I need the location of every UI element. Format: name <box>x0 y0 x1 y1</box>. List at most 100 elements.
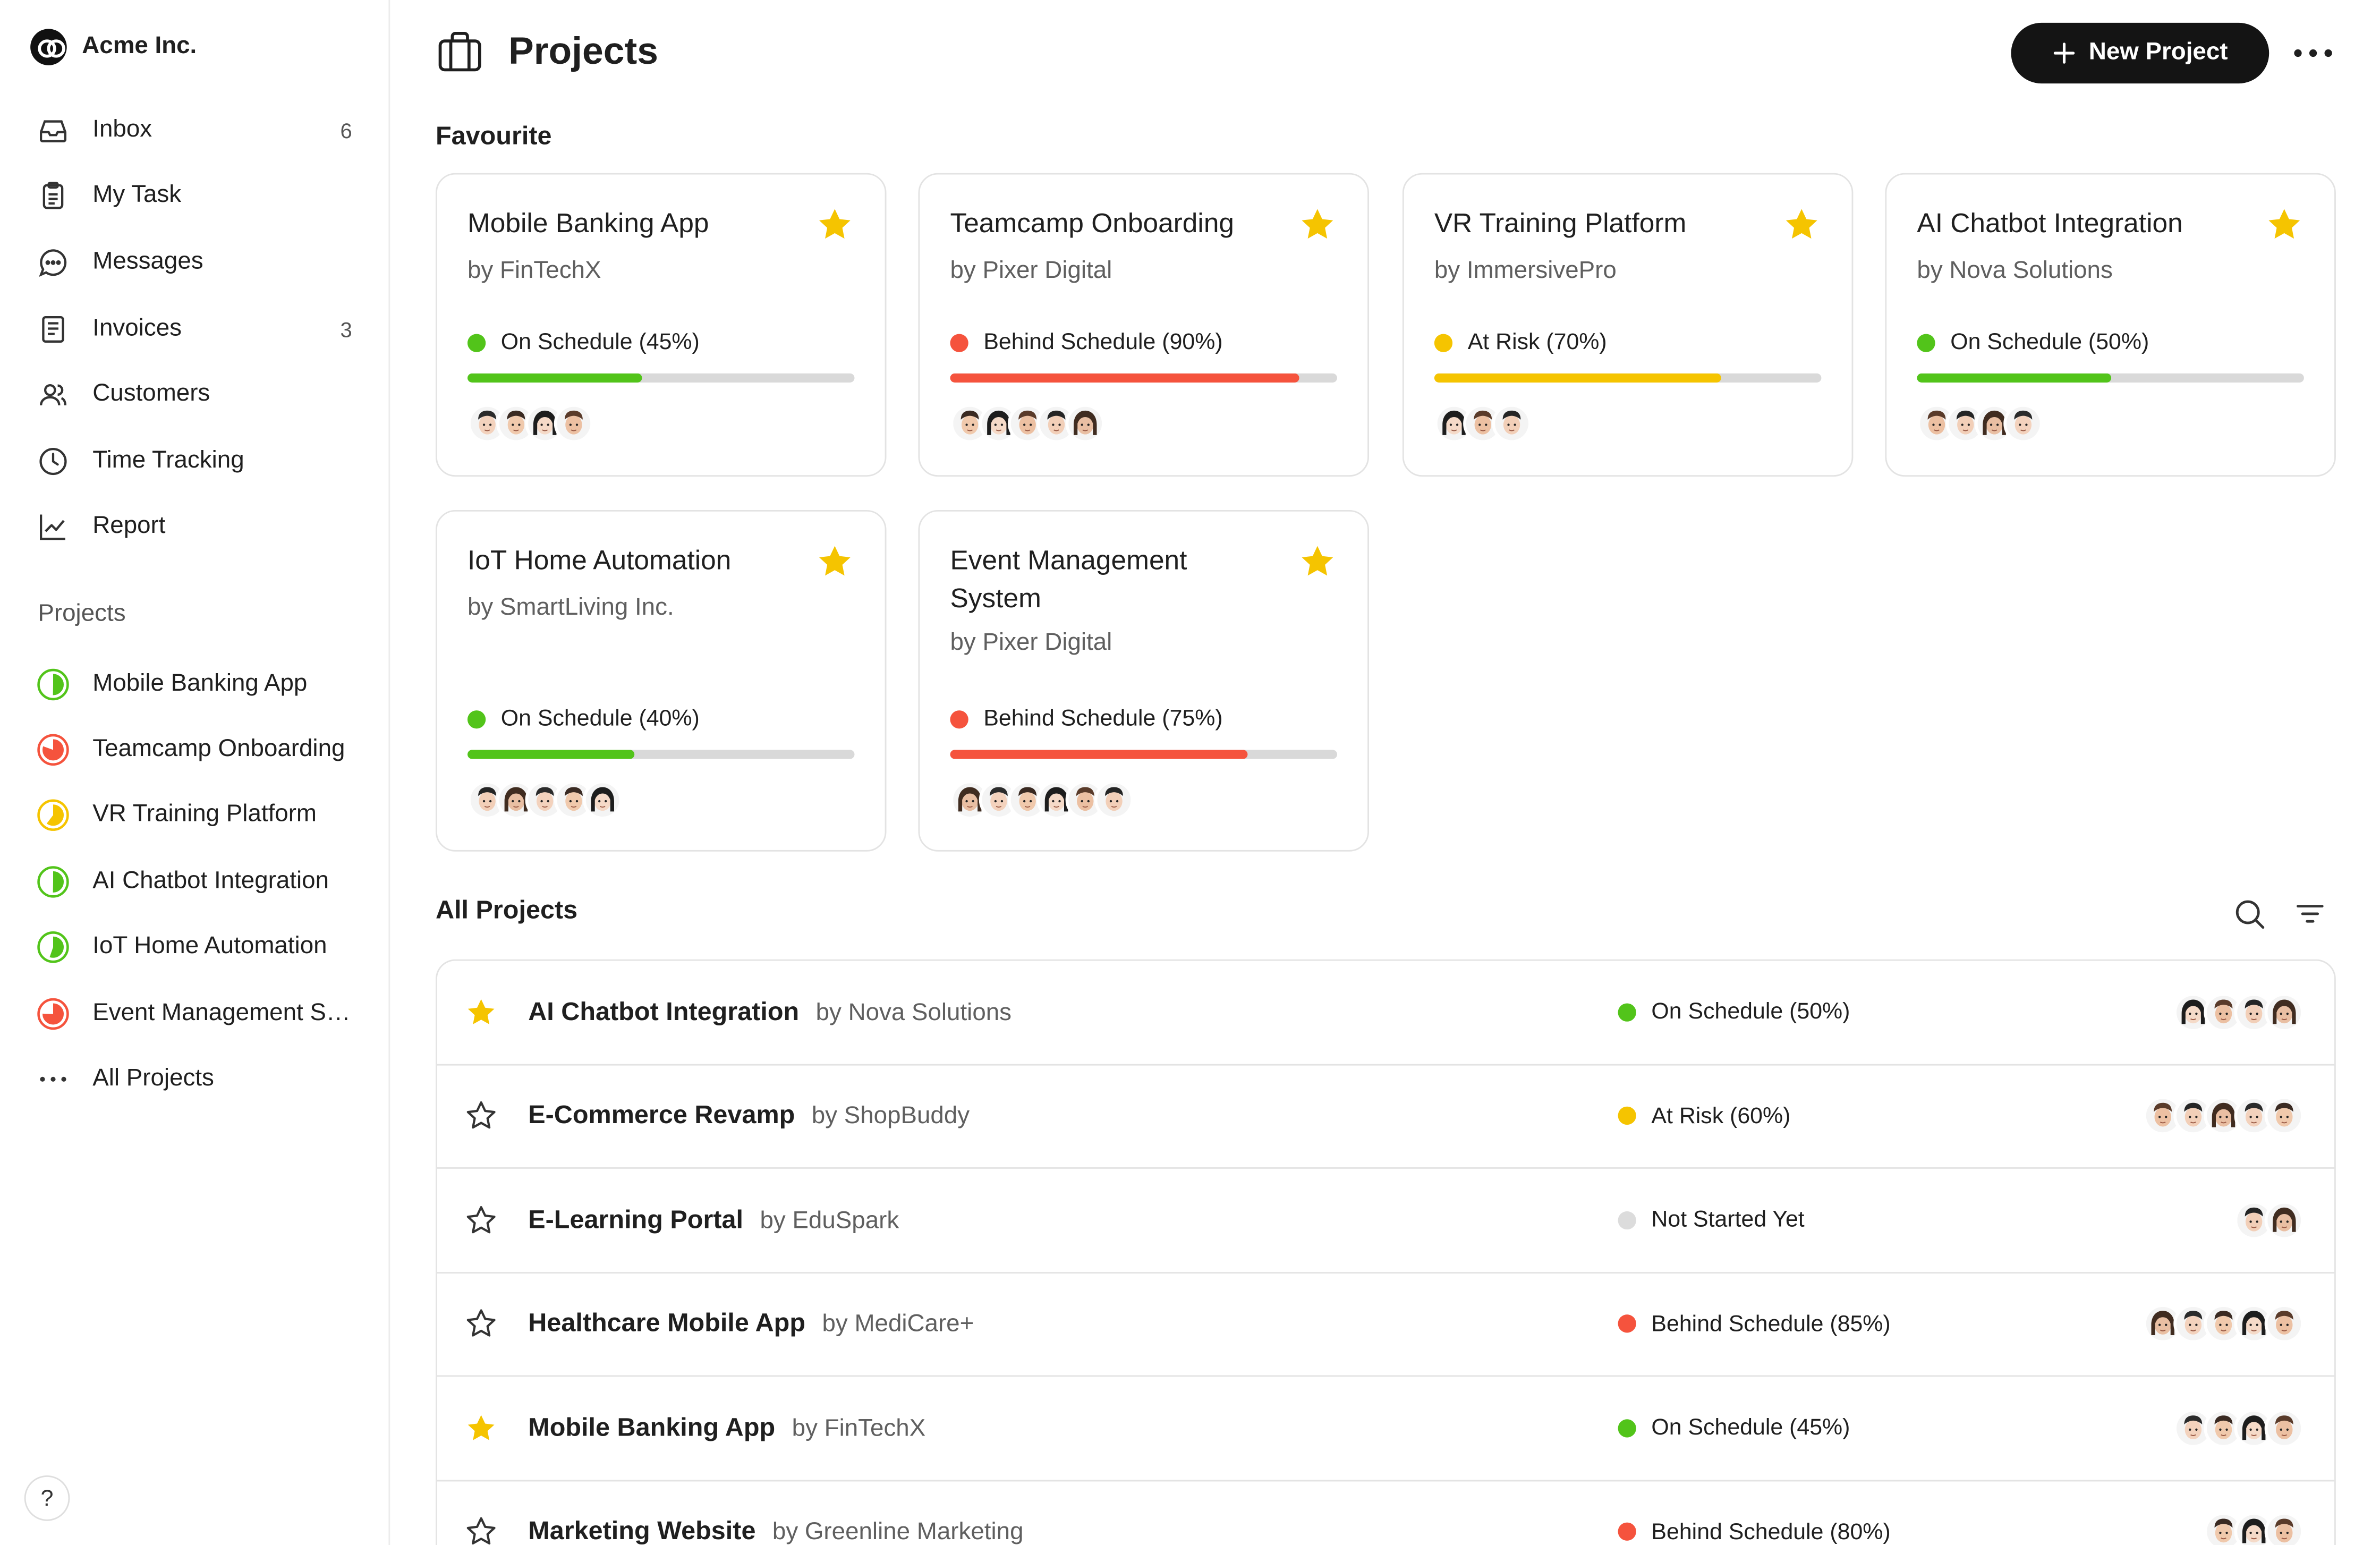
row-avatars <box>2204 1512 2304 1545</box>
row-project-org: by MediCare+ <box>822 1312 974 1338</box>
card-org: by SmartLiving Inc. <box>467 595 674 621</box>
row-project-name[interactable]: AI Chatbot Integration <box>528 997 800 1026</box>
avatar[interactable] <box>583 780 623 820</box>
avatar[interactable] <box>2264 1200 2304 1240</box>
sidebar-all-projects[interactable]: All Projects <box>0 1046 388 1112</box>
avatar[interactable] <box>1463 403 1503 444</box>
card-avatars <box>467 780 623 820</box>
row-project-name[interactable]: E-Learning Portal <box>528 1204 744 1234</box>
star-filled-icon[interactable] <box>1298 542 1337 581</box>
star-outline-icon[interactable] <box>464 1203 498 1237</box>
all-projects-list: AI Chatbot Integration by Nova Solutions O… <box>435 959 2336 1545</box>
row-project-name[interactable]: Healthcare Mobile App <box>528 1309 806 1338</box>
brand-name: Acme Inc. <box>82 33 197 60</box>
star-outline-icon[interactable] <box>464 1099 498 1133</box>
table-row[interactable]: E-Learning Portal by EduSpark Not Started … <box>437 1169 2335 1273</box>
project-progress-icon <box>37 931 70 964</box>
nav-item-time-tracking[interactable]: Time Tracking <box>0 428 388 495</box>
filter-icon[interactable] <box>2293 897 2327 930</box>
card-org: by FinTechX <box>467 258 601 284</box>
avatar[interactable] <box>2234 1304 2274 1344</box>
project-progress-icon <box>37 667 70 701</box>
card-avatars <box>950 780 1134 820</box>
nav-item-messages[interactable]: Messages <box>0 230 388 296</box>
card-avatars <box>1917 403 2043 444</box>
card-org: by Nova Solutions <box>1917 258 2113 284</box>
favourite-project-card[interactable]: Mobile Banking App by FinTechX On Schedule… <box>435 173 887 477</box>
search-icon[interactable] <box>2233 897 2266 930</box>
status-dot <box>467 333 486 352</box>
table-row[interactable]: Healthcare Mobile App by MediCare+ Behind … <box>437 1273 2335 1377</box>
status-dot <box>950 333 968 352</box>
sidebar-project-item[interactable]: Event Management System <box>0 980 388 1046</box>
row-project-name[interactable]: Mobile Banking App <box>528 1413 776 1442</box>
sidebar-project-item[interactable]: Mobile Banking App <box>0 651 388 717</box>
avatar[interactable] <box>2264 1512 2304 1545</box>
table-row[interactable]: Mobile Banking App by FinTechX On Schedule… <box>437 1377 2335 1481</box>
star-filled-icon[interactable] <box>815 205 854 244</box>
nav-item-my-task[interactable]: My Task <box>0 163 388 230</box>
avatar[interactable] <box>496 403 536 444</box>
users-icon <box>38 380 68 410</box>
progress-bar-fill <box>467 373 642 383</box>
favourite-project-card[interactable]: VR Training Platform by ImmersivePro At Ri… <box>1402 173 1854 477</box>
avatar[interactable] <box>2003 403 2043 444</box>
card-title: AI Chatbot Integration <box>1917 208 2183 239</box>
row-project-name[interactable]: E-Commerce Revamp <box>528 1101 795 1130</box>
avatar[interactable] <box>1094 780 1134 820</box>
row-project-org: by EduSpark <box>760 1208 899 1234</box>
new-project-button[interactable]: New Project <box>2011 22 2270 84</box>
card-title: Event Management System <box>950 545 1187 614</box>
card-status-label: On Schedule (50%) <box>1950 329 2149 355</box>
nav-label: My Task <box>92 182 182 209</box>
star-filled-icon[interactable] <box>464 1411 498 1445</box>
favourite-project-card[interactable]: Event Management System by Pixer Digital B… <box>918 510 1370 852</box>
table-row[interactable]: AI Chatbot Integration by Nova Solutions O… <box>437 961 2335 1065</box>
star-filled-icon[interactable] <box>1298 205 1337 244</box>
sidebar-project-item[interactable]: AI Chatbot Integration <box>0 849 388 915</box>
projects-section-title: Projects <box>38 601 126 627</box>
star-filled-icon[interactable] <box>815 542 854 581</box>
avatar[interactable] <box>2204 992 2243 1032</box>
avatar[interactable] <box>525 403 565 444</box>
brand[interactable]: Acme Inc. <box>30 29 197 65</box>
avatar[interactable] <box>2264 1096 2304 1136</box>
avatar[interactable] <box>1492 403 1532 444</box>
avatar[interactable] <box>2264 992 2304 1032</box>
avatar[interactable] <box>2264 1304 2304 1344</box>
avatar[interactable] <box>1065 403 1105 444</box>
nav-item-invoices[interactable]: Invoices 3 <box>0 295 388 362</box>
star-filled-icon[interactable] <box>464 995 498 1029</box>
card-status: At Risk (70%) <box>1434 329 1607 355</box>
sidebar-project-item[interactable]: Teamcamp Onboarding <box>0 717 388 783</box>
favourite-project-card[interactable]: Teamcamp Onboarding by Pixer Digital Behin… <box>918 173 1370 477</box>
avatar[interactable] <box>979 780 1019 820</box>
nav-item-inbox[interactable]: Inbox 6 <box>0 97 388 164</box>
page-header: Projects <box>436 27 658 75</box>
avatar[interactable] <box>2264 1408 2304 1448</box>
sidebar: Acme Inc. Inbox 6 My Task Messages Invoices 3… <box>0 0 390 1545</box>
star-outline-icon[interactable] <box>464 1515 498 1545</box>
nav-item-customers[interactable]: Customers <box>0 362 388 428</box>
more-options-button[interactable] <box>2290 33 2336 73</box>
table-row[interactable]: E-Commerce Revamp by ShopBuddy At Risk (60… <box>437 1065 2335 1169</box>
avatar[interactable] <box>950 780 990 820</box>
nav-label: Customers <box>92 381 210 408</box>
row-project-org: by FinTechX <box>792 1415 926 1442</box>
star-outline-icon[interactable] <box>464 1308 498 1341</box>
avatar[interactable] <box>2234 1408 2274 1448</box>
avatar[interactable] <box>2204 1512 2243 1545</box>
favourite-project-card[interactable]: AI Chatbot Integration by Nova Solutions O… <box>1885 173 2336 477</box>
row-project-name[interactable]: Marketing Website <box>528 1516 756 1545</box>
nav-item-report[interactable]: Report <box>0 494 388 561</box>
table-row[interactable]: Marketing Website by Greenline Marketing B… <box>437 1481 2334 1545</box>
avatar[interactable] <box>554 403 594 444</box>
favourite-project-card[interactable]: IoT Home Automation by SmartLiving Inc. On… <box>435 510 887 852</box>
status-dot <box>1618 1211 1636 1229</box>
sidebar-project-item[interactable]: IoT Home Automation <box>0 915 388 981</box>
star-filled-icon[interactable] <box>2265 205 2304 244</box>
projects-nav: Mobile Banking App Teamcamp Onboarding VR … <box>0 651 388 1113</box>
sidebar-project-item[interactable]: VR Training Platform <box>0 783 388 849</box>
help-button[interactable]: ? <box>24 1475 70 1521</box>
star-filled-icon[interactable] <box>1782 205 1821 244</box>
